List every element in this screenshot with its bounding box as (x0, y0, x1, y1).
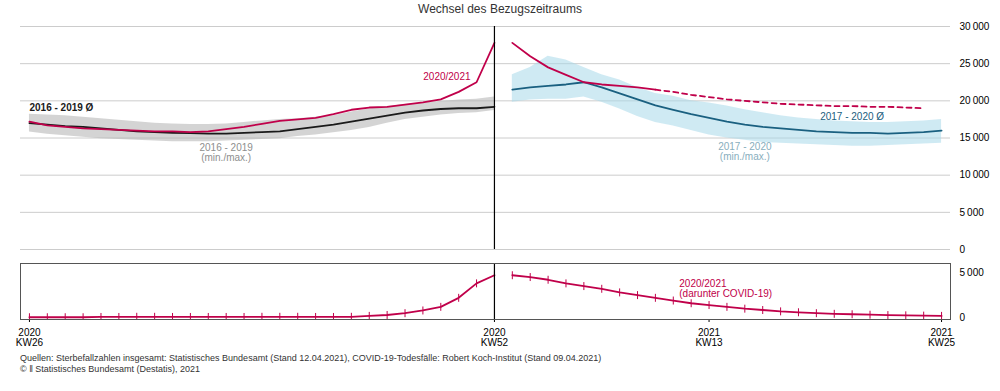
svg-text:2020/2021(darunter COVID-19): 2020/2021(darunter COVID-19) (679, 278, 772, 299)
svg-text:5 000: 5 000 (960, 207, 985, 218)
svg-text:5 000: 5 000 (960, 267, 985, 278)
html-text:© ǁ Statistisches Bundesamt (D: © ǁ Statistisches Bundesamt (Destatis), … (20, 364, 200, 374)
svg-text:2021KW25: 2021KW25 (928, 327, 956, 348)
svg-text:30 000: 30 000 (960, 21, 990, 32)
svg-text:25 000: 25 000 (960, 58, 990, 69)
svg-text:0: 0 (960, 244, 966, 253)
svg-text:20 000: 20 000 (960, 95, 990, 106)
svg-text:2020KW26: 2020KW26 (16, 327, 44, 348)
svg-text:2020/2021: 2020/2021 (423, 71, 471, 82)
svg-text:2016 - 2019(min./max.): 2016 - 2019(min./max.) (199, 142, 253, 163)
html-text:Quellen: Sterbefallzahlen insg: Quellen: Sterbefallzahlen insgesamt: Sta… (20, 353, 602, 363)
svg-text:0: 0 (960, 312, 966, 323)
svg-text:2020KW52: 2020KW52 (481, 327, 509, 348)
svg-text:10 000: 10 000 (960, 169, 990, 180)
html-text:Wechsel des Bezugszeitraums: Wechsel des Bezugszeitraums (418, 2, 582, 16)
svg-text:2016 - 2019 Ø: 2016 - 2019 Ø (29, 102, 93, 113)
svg-text:2017 - 2020(min./max.): 2017 - 2020(min./max.) (718, 141, 772, 162)
svg-text:2021KW13: 2021KW13 (695, 327, 723, 348)
svg-text:15 000: 15 000 (960, 132, 990, 143)
svg-text:2017 - 2020 Ø: 2017 - 2020 Ø (820, 111, 884, 122)
